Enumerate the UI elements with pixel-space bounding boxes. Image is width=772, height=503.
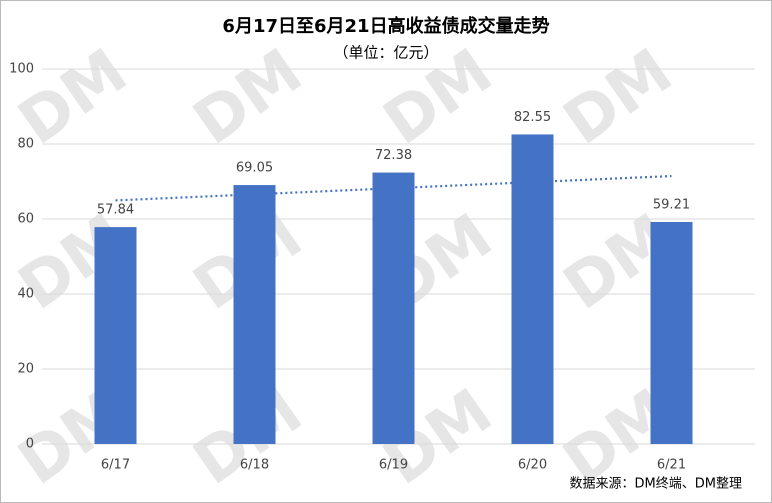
y-tick-label: 0 — [26, 437, 34, 452]
bar — [94, 227, 137, 444]
bar — [233, 185, 276, 444]
y-tick-label: 100 — [9, 62, 34, 77]
bar — [650, 221, 693, 444]
y-tick-label: 40 — [17, 287, 34, 302]
bar — [372, 172, 415, 444]
y-tick-label: 80 — [17, 137, 34, 152]
x-tick-label: 6/18 — [240, 458, 269, 473]
value-label: 69.05 — [236, 161, 273, 176]
chart-title: 6月17日至6月21日高收益债成交量走势 — [222, 15, 549, 37]
value-label: 72.38 — [375, 148, 412, 163]
y-tick-label: 60 — [17, 212, 34, 227]
value-label: 57.84 — [97, 203, 134, 218]
y-tick-label: 20 — [17, 362, 34, 377]
source-note: 数据来源：DM终端、DM整理 — [570, 476, 742, 492]
x-tick-label: 6/19 — [379, 458, 408, 473]
bar — [511, 134, 554, 444]
value-label: 82.55 — [514, 110, 551, 125]
x-tick-label: 6/17 — [101, 458, 130, 473]
value-label: 59.21 — [653, 197, 690, 212]
x-tick-label: 6/20 — [518, 458, 547, 473]
x-tick-label: 6/21 — [657, 458, 686, 473]
chart-subtitle: （单位：亿元） — [333, 44, 438, 62]
